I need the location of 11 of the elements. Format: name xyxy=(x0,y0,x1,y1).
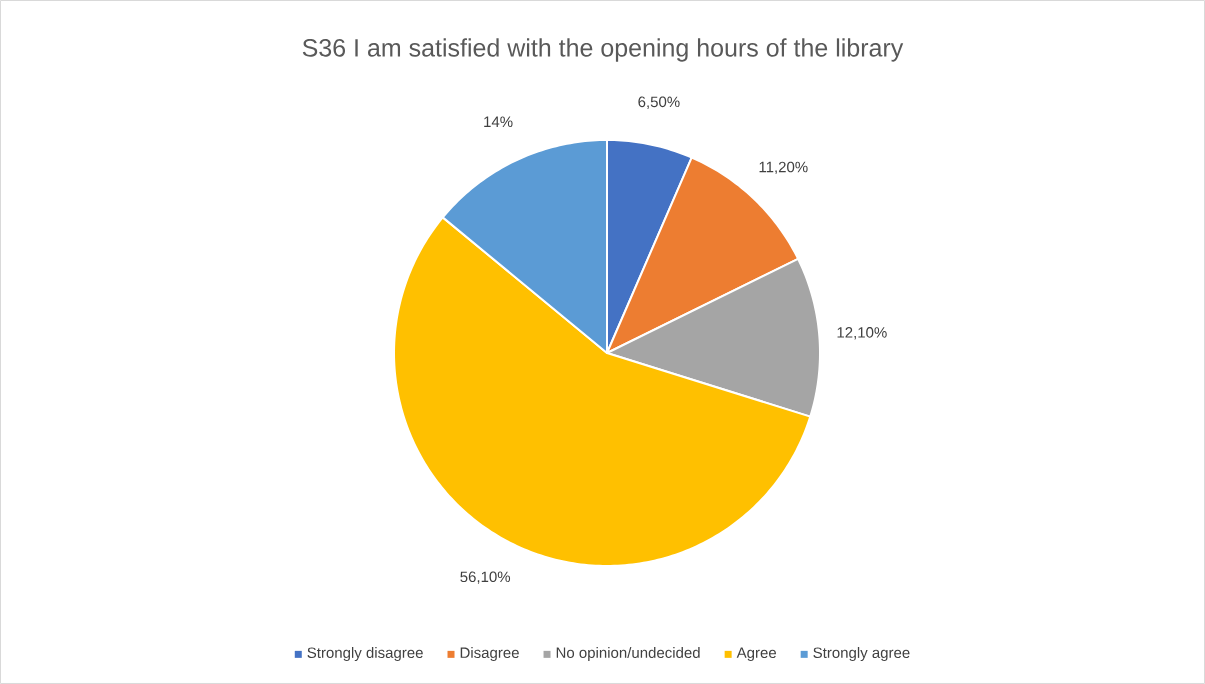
data-label: 6,50% xyxy=(638,96,680,109)
legend-label: Disagree xyxy=(460,646,519,661)
data-label: 14% xyxy=(484,116,513,128)
data-label: 11,20% xyxy=(759,161,808,175)
legend-label: Agree xyxy=(736,647,776,661)
legend-label: No opinion/undecided xyxy=(556,646,700,661)
legend-label: Strongly disagree xyxy=(307,646,423,661)
chart-title: S36 I am satisfied with the opening hours of the library xyxy=(302,38,904,62)
legend-label: Strongly agree xyxy=(813,646,910,661)
data-label: 56,10% xyxy=(460,571,511,584)
data-label: 12,10% xyxy=(837,327,887,340)
